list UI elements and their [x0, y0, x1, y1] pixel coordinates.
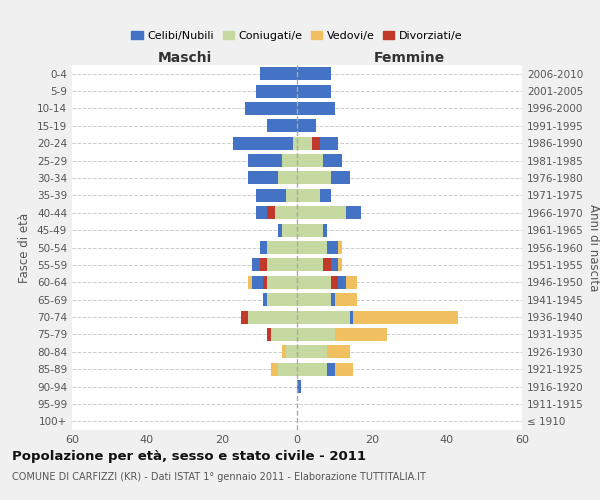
Bar	[297, 346, 327, 358]
Bar	[260, 258, 267, 272]
Bar	[293, 136, 297, 149]
Bar	[338, 241, 342, 254]
Bar	[256, 84, 297, 98]
Bar	[260, 241, 267, 254]
Bar	[320, 189, 331, 202]
Bar	[297, 380, 301, 393]
Bar	[267, 258, 297, 272]
Bar	[297, 276, 331, 289]
Bar	[278, 224, 282, 236]
Bar	[271, 328, 297, 341]
Bar	[312, 136, 320, 149]
Bar	[233, 136, 293, 149]
Bar	[349, 310, 353, 324]
Bar	[275, 206, 297, 220]
Bar	[245, 102, 297, 115]
Bar	[297, 362, 327, 376]
Bar	[297, 102, 335, 115]
Bar	[327, 362, 335, 376]
Bar	[241, 310, 248, 324]
Bar	[286, 189, 297, 202]
Bar	[267, 206, 275, 220]
Bar	[282, 154, 297, 167]
Bar	[278, 362, 297, 376]
Y-axis label: Anni di nascita: Anni di nascita	[587, 204, 600, 291]
Bar	[267, 293, 297, 306]
Bar	[256, 206, 275, 220]
Bar	[267, 120, 297, 132]
Bar	[335, 362, 353, 376]
Bar	[267, 328, 271, 341]
Bar	[331, 276, 338, 289]
Bar	[353, 310, 458, 324]
Bar	[271, 362, 278, 376]
Bar	[327, 346, 349, 358]
Bar	[297, 241, 327, 254]
Bar	[297, 84, 331, 98]
Bar	[297, 258, 323, 272]
Bar	[282, 224, 297, 236]
Bar	[312, 136, 338, 149]
Bar	[248, 310, 297, 324]
Bar	[323, 224, 327, 236]
Bar	[267, 241, 297, 254]
Bar	[297, 67, 331, 80]
Bar	[335, 293, 357, 306]
Bar	[297, 293, 331, 306]
Bar	[248, 154, 282, 167]
Bar	[297, 172, 331, 184]
Bar	[297, 224, 323, 236]
Text: Maschi: Maschi	[157, 51, 212, 65]
Bar	[297, 136, 312, 149]
Bar	[323, 258, 331, 272]
Bar	[297, 189, 320, 202]
Bar	[263, 293, 267, 306]
Bar	[248, 276, 252, 289]
Bar	[331, 293, 335, 306]
Y-axis label: Fasce di età: Fasce di età	[19, 212, 31, 282]
Bar	[346, 206, 361, 220]
Bar	[260, 67, 297, 80]
Bar	[331, 276, 346, 289]
Bar	[267, 328, 271, 341]
Bar	[338, 258, 342, 272]
Bar	[327, 241, 338, 254]
Text: Popolazione per età, sesso e stato civile - 2011: Popolazione per età, sesso e stato civil…	[12, 450, 366, 463]
Text: Femmine: Femmine	[374, 51, 445, 65]
Bar	[297, 154, 323, 167]
Bar	[282, 346, 286, 358]
Bar	[297, 120, 316, 132]
Legend: Celibi/Nubili, Coniugati/e, Vedovi/e, Divorziati/e: Celibi/Nubili, Coniugati/e, Vedovi/e, Di…	[127, 27, 467, 46]
Bar	[256, 189, 286, 202]
Bar	[297, 206, 346, 220]
Bar	[263, 276, 267, 289]
Bar	[252, 258, 267, 272]
Bar	[335, 328, 387, 341]
Bar	[346, 276, 357, 289]
Bar	[267, 276, 297, 289]
Bar	[331, 172, 349, 184]
Bar	[248, 172, 278, 184]
Bar	[297, 310, 349, 324]
Bar	[297, 328, 335, 341]
Bar	[252, 276, 267, 289]
Bar	[323, 154, 342, 167]
Bar	[323, 258, 338, 272]
Bar	[286, 346, 297, 358]
Bar	[278, 172, 297, 184]
Text: COMUNE DI CARFIZZI (KR) - Dati ISTAT 1° gennaio 2011 - Elaborazione TUTTITALIA.I: COMUNE DI CARFIZZI (KR) - Dati ISTAT 1° …	[12, 472, 426, 482]
